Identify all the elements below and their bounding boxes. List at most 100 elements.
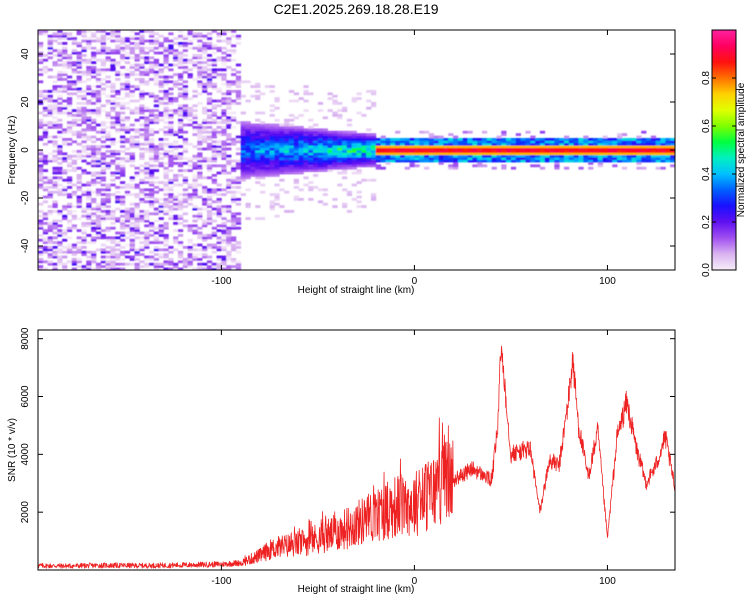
heatmap-cell xyxy=(250,147,256,151)
heatmap-cell xyxy=(62,157,68,160)
heatmap-cell xyxy=(81,34,87,38)
heatmap-cell xyxy=(361,150,367,153)
heatmap-cell xyxy=(525,138,531,141)
heatmap-cell xyxy=(240,150,246,153)
heatmap-cell xyxy=(86,147,92,151)
heatmap-cell xyxy=(472,138,478,141)
heatmap-cell xyxy=(95,222,102,225)
heatmap-cell xyxy=(226,80,232,84)
heatmap-cell xyxy=(144,231,150,235)
heatmap-cell xyxy=(76,205,82,208)
heatmap-cell xyxy=(216,99,222,103)
heatmap-cell xyxy=(163,238,169,242)
heatmap-cell xyxy=(530,152,536,156)
heatmap-cell xyxy=(216,265,222,268)
heatmap-cell xyxy=(197,73,203,76)
heatmap-cell xyxy=(52,63,58,67)
heatmap-cell xyxy=(211,46,217,50)
heatmap-cell xyxy=(202,34,208,38)
heatmap-cell xyxy=(259,217,266,220)
heatmap-cell xyxy=(173,217,179,220)
heatmap-cell xyxy=(71,49,78,52)
heatmap-cell xyxy=(71,169,78,172)
heatmap-cell xyxy=(424,159,430,163)
heatmap-cell xyxy=(612,142,618,146)
heatmap-cell xyxy=(626,157,632,160)
heatmap-cell xyxy=(197,243,203,247)
heatmap-cell xyxy=(578,154,584,158)
heatmap-cell xyxy=(660,145,666,148)
heatmap-cell xyxy=(231,236,237,240)
heatmap-cell xyxy=(81,267,87,270)
heatmap-cell xyxy=(269,142,275,146)
heatmap-cell xyxy=(206,85,213,88)
heatmap-cell xyxy=(168,210,174,213)
heatmap-cell xyxy=(163,202,169,206)
heatmap-cell xyxy=(144,56,150,60)
heatmap-cell xyxy=(370,150,377,153)
heatmap-cell xyxy=(158,63,164,67)
heatmap-cell xyxy=(168,159,174,163)
heatmap-cell xyxy=(57,183,63,187)
heatmap-cell xyxy=(612,152,618,156)
heatmap-cell xyxy=(173,85,179,88)
heatmap-cell xyxy=(366,162,372,165)
heatmap-cell xyxy=(245,169,251,172)
heatmap-cell xyxy=(153,231,160,235)
heatmap-cell xyxy=(226,205,232,208)
heatmap-cell xyxy=(443,157,449,160)
heatmap-cell xyxy=(110,150,116,153)
heatmap-cell xyxy=(76,87,82,91)
heatmap-cell xyxy=(298,140,304,144)
heatmap-cell xyxy=(148,255,155,259)
heatmap-cell xyxy=(42,169,49,172)
heatmap-cell xyxy=(303,135,309,139)
heatmap-cell xyxy=(279,123,285,127)
heatmap-cell xyxy=(182,181,188,184)
heatmap-cell xyxy=(95,152,102,156)
heatmap-cell xyxy=(356,162,362,165)
heatmap-cell xyxy=(81,121,87,124)
heatmap-cell xyxy=(216,193,222,196)
heatmap-cell xyxy=(91,159,97,163)
heatmap-cell xyxy=(245,135,251,139)
heatmap-cell xyxy=(163,212,169,216)
heatmap-cell xyxy=(148,150,155,153)
heatmap-cell xyxy=(105,80,111,84)
heatmap-cell xyxy=(177,75,184,79)
heatmap-cell xyxy=(617,154,623,158)
heatmap-cell xyxy=(525,140,531,144)
heatmap-cell xyxy=(182,138,188,141)
heatmap-cell xyxy=(274,142,280,146)
heatmap-cell xyxy=(86,37,92,40)
heatmap-cell xyxy=(57,262,63,266)
heatmap-cell xyxy=(332,111,338,115)
heatmap-cell xyxy=(370,147,377,151)
heatmap-cell xyxy=(409,157,415,160)
heatmap-cell xyxy=(438,135,444,139)
heatmap-cell xyxy=(134,111,140,115)
heatmap-cell xyxy=(226,104,232,108)
heatmap-cell xyxy=(288,138,295,141)
heatmap-cell xyxy=(86,241,92,244)
heatmap-cell xyxy=(351,183,357,187)
heatmap-cell xyxy=(510,145,517,148)
heatmap-cell xyxy=(47,94,53,98)
heatmap-cell xyxy=(240,157,246,160)
heatmap-cell xyxy=(221,145,227,148)
heatmap-cell xyxy=(197,248,203,252)
heatmap-cell xyxy=(134,248,140,252)
heatmap-cell xyxy=(327,166,333,170)
heatmap-cell xyxy=(115,186,121,189)
heatmap-cell xyxy=(221,150,227,153)
heatmap-cell xyxy=(148,56,155,60)
heatmap-cell xyxy=(202,68,208,72)
heatmap-cell xyxy=(38,121,44,124)
heatmap-cell xyxy=(221,30,227,33)
heatmap-cell xyxy=(197,68,203,72)
heatmap-cell xyxy=(631,138,637,141)
heatmap-cell xyxy=(144,133,150,136)
heatmap-cell xyxy=(153,267,160,270)
heatmap-cell xyxy=(197,234,203,237)
heatmap-cell xyxy=(148,111,155,115)
